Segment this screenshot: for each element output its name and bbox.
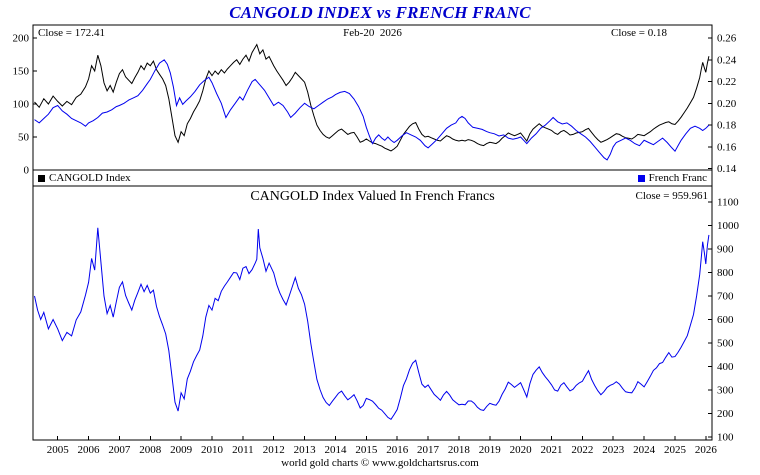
year-label: 2010 (201, 444, 224, 456)
left-axis-tick-label: 150 (13, 66, 30, 78)
right-axis-tick-label: 0.14 (717, 163, 737, 175)
year-label: 2012 (263, 444, 285, 456)
right-axis-tick-label: 500 (717, 337, 734, 349)
year-label: 2023 (602, 444, 625, 456)
date-label: Feb-20 2026 (343, 27, 402, 39)
right-axis-tick-label: 400 (717, 361, 734, 373)
page-title: CANGOLD INDEX vs FRENCH FRANC (229, 3, 531, 22)
footer-credit: world gold charts © www.goldchartsrus.co… (281, 457, 479, 469)
legend-label-cangold: CANGOLD Index (49, 172, 131, 184)
year-label: 2018 (448, 444, 471, 456)
bottom-panel-title: CANGOLD Index Valued In French Francs (250, 189, 495, 204)
bottom-panel-border (32, 185, 713, 441)
year-label: 2014 (324, 444, 347, 456)
legend-strip: CANGOLD Index French Franc (34, 171, 711, 185)
right-axis-tick-label: 0.26 (717, 33, 737, 45)
cangold-in-frf-line (34, 227, 710, 420)
bottom-close-label: Close = 959.961 (635, 190, 708, 202)
year-label: 2021 (541, 444, 563, 456)
year-label: 2019 (479, 444, 502, 456)
cangold-swatch-icon (38, 174, 45, 182)
year-label: 2013 (294, 444, 317, 456)
year-label: 2015 (355, 444, 378, 456)
left-axis-tick-label: 200 (13, 33, 30, 45)
right-axis-tick-label: 0.22 (717, 76, 736, 88)
year-label: 2017 (417, 444, 440, 456)
left-axis-tick-label: 0 (24, 165, 30, 177)
legend-label-franc: French Franc (648, 172, 707, 184)
year-label: 2022 (571, 444, 593, 456)
right-axis-tick-label: 600 (717, 314, 734, 326)
right-axis-tick-label: 0.18 (717, 120, 737, 132)
cangold-index-line (34, 43, 710, 152)
left-axis-tick-label: 50 (18, 132, 30, 144)
year-label: 2016 (386, 444, 409, 456)
year-label: 2011 (232, 444, 254, 456)
top-close-right-label: Close = 0.18 (610, 27, 667, 39)
year-label: 2024 (633, 444, 656, 456)
right-axis-tick-label: 0.24 (717, 54, 737, 66)
year-label: 2007 (108, 444, 131, 456)
right-axis-tick-label: 0.20 (717, 98, 737, 110)
right-axis-tick-label: 1000 (717, 220, 740, 232)
right-axis-tick-label: 900 (717, 243, 734, 255)
right-axis-tick-label: 200 (717, 408, 734, 420)
right-axis-tick-label: 1100 (717, 196, 739, 208)
left-axis-tick-label: 100 (13, 99, 30, 111)
year-label: 2026 (695, 444, 718, 456)
right-axis-tick-label: 700 (717, 290, 734, 302)
right-axis-tick-label: 800 (717, 267, 734, 279)
year-label: 2008 (139, 444, 162, 456)
right-axis-tick-label: 100 (717, 431, 734, 443)
year-label: 2009 (170, 444, 193, 456)
top-close-left-label: Close = 172.41 (38, 27, 106, 39)
year-label: 2025 (664, 444, 687, 456)
year-label: 2020 (510, 444, 533, 456)
right-axis-tick-label: 0.16 (717, 141, 737, 153)
year-label: 2006 (78, 444, 101, 456)
legend-item-franc: French Franc (637, 172, 707, 184)
franc-swatch-icon (637, 174, 645, 182)
year-label: 2005 (47, 444, 70, 456)
right-axis-tick-label: 300 (717, 384, 734, 396)
legend-item-cangold: CANGOLD Index (38, 172, 131, 184)
french-franc-line (34, 59, 710, 161)
